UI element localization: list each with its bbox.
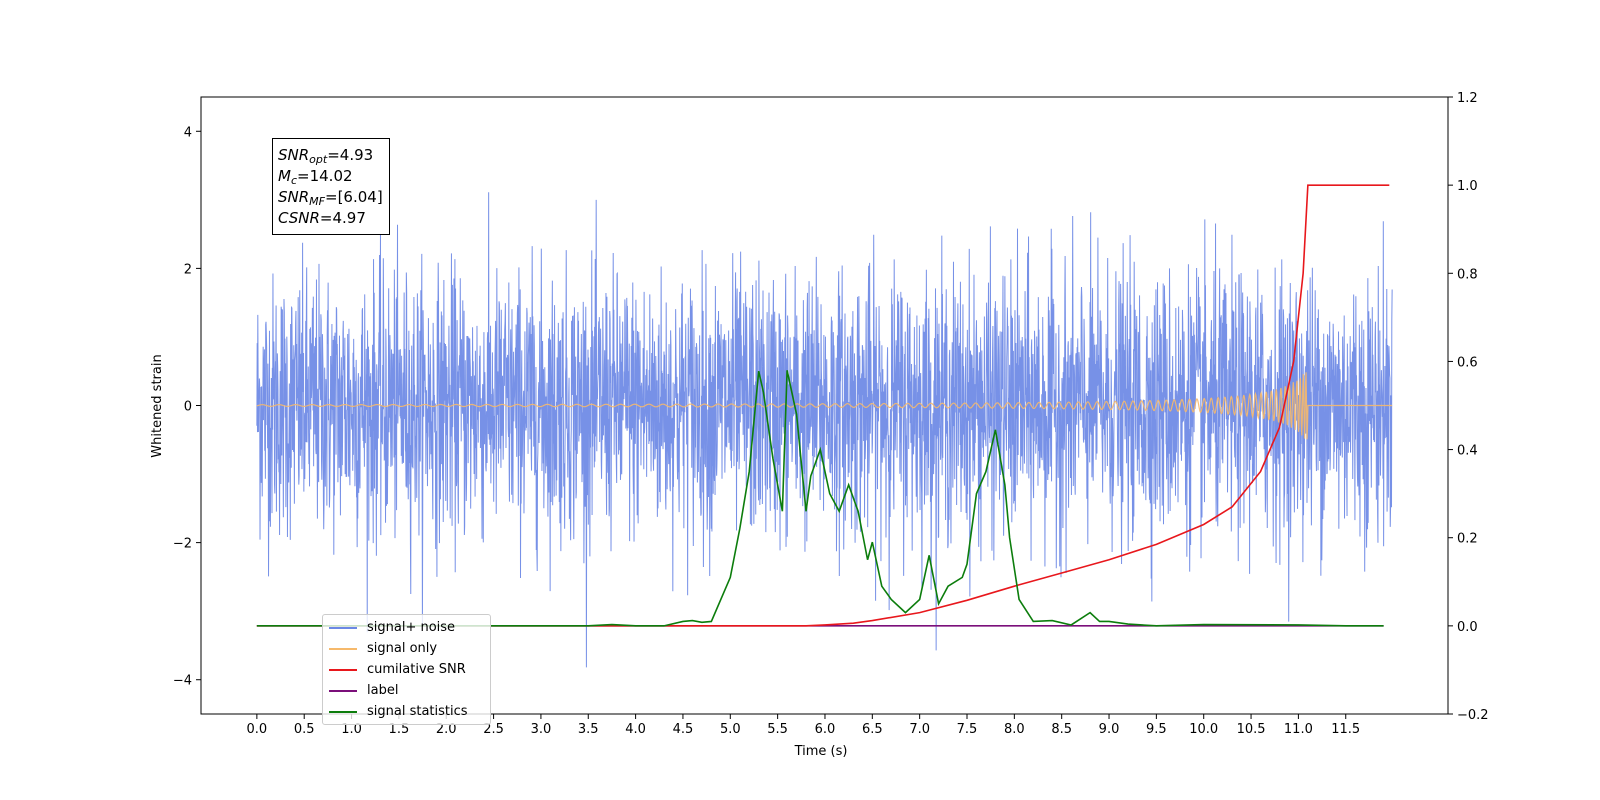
x-tick-label: 3.5 xyxy=(578,722,599,737)
y-tick-label: 4 xyxy=(184,125,192,140)
x-tick-label: 2.0 xyxy=(436,722,457,737)
y-tick-label: 0 xyxy=(184,400,192,415)
legend-item-cumulative-snr: cumilative SNR xyxy=(329,659,484,680)
legend-label: signal only xyxy=(367,641,438,656)
x-tick-label: 10.0 xyxy=(1189,722,1218,737)
signal-noise-line xyxy=(256,192,1393,668)
legend-swatch xyxy=(329,710,357,713)
signal-only-line xyxy=(256,372,1393,440)
signal-only-series xyxy=(256,372,1393,440)
x-tick-label: 6.5 xyxy=(862,722,883,737)
y-axis-right: 1.2 1.0 0.8 0.6 0.4 0.2 0.0 −0.2 xyxy=(1448,91,1489,723)
y-right-tick-label: 0.0 xyxy=(1457,620,1478,635)
x-tick-label: 1.0 xyxy=(341,722,362,737)
x-tick-label: 7.0 xyxy=(909,722,930,737)
x-tick-label: 2.5 xyxy=(483,722,504,737)
series-line-cumilative-snr xyxy=(256,184,1390,627)
csnr-line: CSNR=4.97 xyxy=(278,209,366,227)
legend-item-signal-only: signal only xyxy=(329,638,484,659)
x-axis: 0.0 0.5 1.0 1.5 2.0 2.5 3.0 3.5 4.0 4.5 5.0 5.5 6.0 6… xyxy=(247,714,1360,737)
x-tick-label: 6.0 xyxy=(815,722,836,737)
legend-swatch xyxy=(329,647,357,650)
snr-mf-line: SNRMF=[6.04] xyxy=(278,188,383,208)
legend: signal+ noise signal only cumilative SNR… xyxy=(322,614,491,725)
y-right-tick-label: 1.0 xyxy=(1457,179,1478,194)
y-right-tick-label: 0.6 xyxy=(1457,355,1478,370)
x-tick-label: 9.0 xyxy=(1099,722,1120,737)
legend-swatch xyxy=(329,689,357,692)
legend-item-signal-statistics: signal statistics xyxy=(329,701,484,722)
y-right-tick-label: 0.2 xyxy=(1457,532,1478,547)
x-tick-label: 10.5 xyxy=(1237,722,1266,737)
x-tick-label: 0.5 xyxy=(294,722,315,737)
x-tick-label: 9.5 xyxy=(1146,722,1167,737)
legend-item-signal-noise: signal+ noise xyxy=(329,617,484,638)
x-tick-label: 4.0 xyxy=(625,722,646,737)
signal-noise-series xyxy=(256,192,1393,668)
legend-swatch xyxy=(329,626,357,629)
y-right-tick-label: 0.4 xyxy=(1457,444,1478,459)
x-tick-label: 4.5 xyxy=(673,722,694,737)
chirp-mass-line: Mc=14.02 xyxy=(278,167,353,187)
legend-label: signal statistics xyxy=(367,704,468,719)
y-tick-label: 2 xyxy=(184,262,192,277)
legend-label: signal+ noise xyxy=(367,620,456,635)
y-tick-label: −2 xyxy=(173,537,192,552)
legend-swatch xyxy=(329,668,357,671)
series-line-signal-statistics xyxy=(256,370,1384,627)
y-right-tick-label: 0.8 xyxy=(1457,267,1478,282)
x-tick-label: 11.0 xyxy=(1284,722,1313,737)
x-tick-label: 7.5 xyxy=(957,722,978,737)
stats-annotation-box: SNRopt=4.93 Mc=14.02 SNRMF=[6.04] CSNR=4… xyxy=(272,138,390,235)
legend-item-label: label xyxy=(329,680,484,701)
x-tick-label: 0.0 xyxy=(247,722,268,737)
x-tick-label: 8.0 xyxy=(1004,722,1025,737)
y-right-tick-label: −0.2 xyxy=(1457,708,1489,723)
y-axis-label: Whitened strain xyxy=(150,354,165,457)
legend-label: cumilative SNR xyxy=(367,662,466,677)
x-tick-label: 5.5 xyxy=(767,722,788,737)
legend-label: label xyxy=(367,683,399,698)
x-tick-label: 3.0 xyxy=(531,722,552,737)
x-axis-label: Time (s) xyxy=(794,744,848,759)
x-tick-label: 5.0 xyxy=(720,722,741,737)
x-tick-label: 11.5 xyxy=(1331,722,1360,737)
snr-opt-line: SNRopt=4.93 xyxy=(278,146,374,166)
y-right-tick-label: 1.2 xyxy=(1457,91,1478,106)
y-tick-label: −4 xyxy=(173,674,192,689)
x-tick-label: 1.5 xyxy=(389,722,410,737)
y-axis-left: 4 2 0 −2 −4 xyxy=(173,125,201,689)
x-tick-label: 8.5 xyxy=(1051,722,1072,737)
